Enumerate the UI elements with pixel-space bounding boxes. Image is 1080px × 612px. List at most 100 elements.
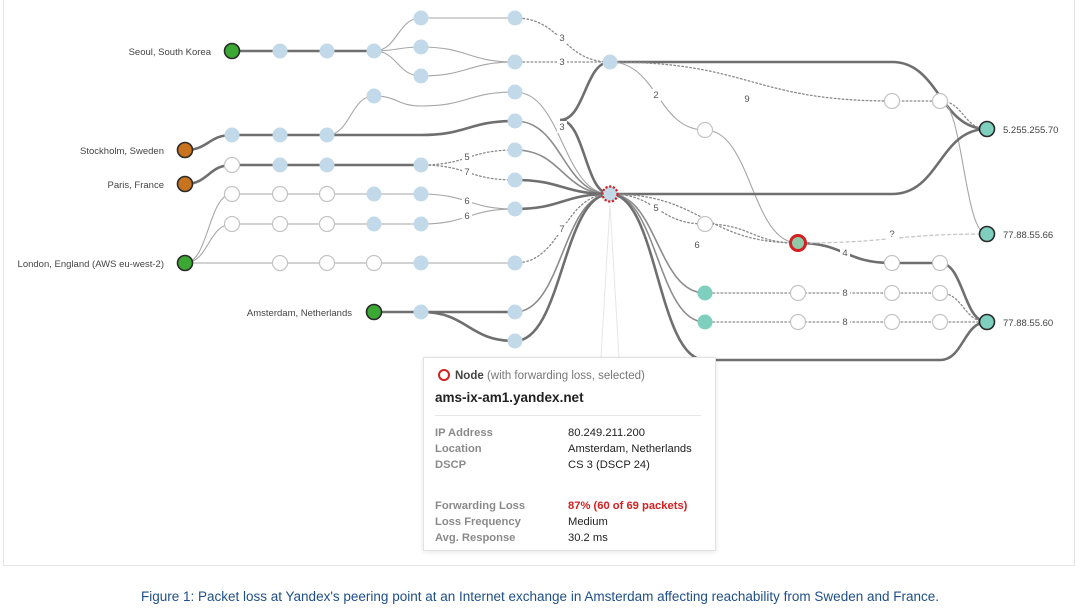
forwarding-loss-value: 87% (60 of 69 packets) xyxy=(568,500,688,512)
path-visualization: Seoul, South Korea Stockholm, Sweden Paris… xyxy=(18,10,1058,362)
path-edge xyxy=(514,120,611,195)
source-agent-node[interactable] xyxy=(176,141,194,159)
source-agent-node[interactable] xyxy=(365,303,383,321)
hop-node[interactable] xyxy=(931,254,949,272)
path-edge xyxy=(609,193,799,244)
metric-key: Avg. Response xyxy=(435,532,516,544)
selected-loss-node[interactable] xyxy=(601,185,619,203)
hop-node[interactable] xyxy=(318,215,336,233)
hop-count-bg xyxy=(462,151,472,163)
hop-node[interactable] xyxy=(883,92,901,110)
hop-node[interactable] xyxy=(272,43,288,59)
metric-row: Loss Frequency Medium xyxy=(435,516,705,532)
hop-node[interactable] xyxy=(789,313,807,331)
loss-node[interactable] xyxy=(789,234,807,252)
hop-node[interactable] xyxy=(318,254,336,272)
hop-node[interactable] xyxy=(413,186,429,202)
destination-label: 77.88.55.60 xyxy=(1003,318,1053,329)
hop-node[interactable] xyxy=(365,254,383,272)
hop-node[interactable] xyxy=(883,284,901,302)
hop-node[interactable] xyxy=(602,54,618,70)
destination-node[interactable] xyxy=(978,313,996,331)
hop-node[interactable] xyxy=(318,185,336,203)
hop-node[interactable] xyxy=(223,185,241,203)
hop-node[interactable] xyxy=(319,157,335,173)
hop-node[interactable] xyxy=(507,304,523,320)
hop-node[interactable] xyxy=(223,156,241,174)
hop-node[interactable] xyxy=(271,215,289,233)
hop-node[interactable] xyxy=(224,127,240,143)
hop-node[interactable] xyxy=(413,10,429,26)
destination-node[interactable] xyxy=(978,120,996,138)
hop-node[interactable] xyxy=(507,172,523,188)
metric-row: Avg. Response 30.2 ms xyxy=(435,532,705,548)
hop-count-label: 5 xyxy=(653,203,658,214)
tooltip-legend: Node (with forwarding loss, selected) xyxy=(438,369,645,382)
path-edge xyxy=(939,100,988,235)
hop-node[interactable] xyxy=(507,113,523,129)
destination-node[interactable] xyxy=(978,225,996,243)
hop-count-bg xyxy=(887,228,897,240)
source-agent-node[interactable] xyxy=(223,42,241,60)
hop-node[interactable] xyxy=(223,215,241,233)
hop-node[interactable] xyxy=(413,216,429,232)
detail-row: DSCP CS 3 (DSCP 24) xyxy=(435,459,705,475)
metric-value: 30.2 ms xyxy=(568,532,608,544)
hop-count-label: ? xyxy=(889,229,894,240)
hop-node[interactable] xyxy=(696,215,714,233)
hop-node[interactable] xyxy=(696,121,714,139)
hop-node[interactable] xyxy=(697,314,713,330)
hop-node[interactable] xyxy=(271,185,289,203)
detail-key: Location xyxy=(435,443,482,455)
figure-caption: Figure 1: Packet loss at Yandex's peerin… xyxy=(140,589,940,604)
hop-node[interactable] xyxy=(413,68,429,84)
source-agent-node[interactable] xyxy=(176,175,194,193)
hop-count-label: 2 xyxy=(653,90,658,101)
nodes-layer xyxy=(176,10,996,349)
hop-node[interactable] xyxy=(413,304,429,320)
detail-row: IP Address 80.249.211.200 xyxy=(435,427,705,443)
hop-node[interactable] xyxy=(272,157,288,173)
hop-node[interactable] xyxy=(507,333,523,349)
metric-row: Forwarding Loss 87% (60 of 69 packets) xyxy=(435,500,705,516)
hop-count-bg xyxy=(557,56,567,68)
hop-node[interactable] xyxy=(931,284,949,302)
hop-node[interactable] xyxy=(413,157,429,173)
node-detail-tooltip: Node (with forwarding loss, selected) am… xyxy=(423,357,716,551)
hop-node[interactable] xyxy=(413,39,429,55)
hop-node[interactable] xyxy=(931,313,949,331)
hop-node[interactable] xyxy=(697,285,713,301)
hop-node[interactable] xyxy=(272,127,288,143)
hop-node[interactable] xyxy=(366,88,382,104)
path-edge xyxy=(608,60,989,131)
hop-node[interactable] xyxy=(507,10,523,26)
tooltip-hostname: ams-ix-am1.yandex.net xyxy=(435,390,584,405)
hop-node[interactable] xyxy=(366,216,382,232)
source-agent-node[interactable] xyxy=(176,254,194,272)
hop-node[interactable] xyxy=(883,313,901,331)
hop-node[interactable] xyxy=(507,142,523,158)
path-edge xyxy=(325,119,517,137)
source-label: London, England (AWS eu-west-2) xyxy=(18,259,164,270)
hop-node[interactable] xyxy=(507,255,523,271)
hop-node[interactable] xyxy=(366,43,382,59)
hop-node[interactable] xyxy=(319,127,335,143)
hop-count-bg xyxy=(742,93,752,105)
hop-node[interactable] xyxy=(271,254,289,272)
hop-node[interactable] xyxy=(507,201,523,217)
hop-node[interactable] xyxy=(507,84,523,100)
path-edge xyxy=(513,192,612,343)
path-edge xyxy=(326,91,516,136)
hop-node[interactable] xyxy=(883,254,901,272)
hop-count-bg xyxy=(840,247,850,259)
hop-node[interactable] xyxy=(931,92,949,110)
hop-node[interactable] xyxy=(789,284,807,302)
path-edge xyxy=(373,17,516,52)
diagram-frame xyxy=(3,0,1075,566)
hop-node[interactable] xyxy=(366,186,382,202)
hop-node[interactable] xyxy=(413,255,429,271)
tooltip-legend-rest: (with forwarding loss, selected) xyxy=(486,370,645,382)
path-edge xyxy=(608,192,989,362)
hop-node[interactable] xyxy=(319,43,335,59)
hop-node[interactable] xyxy=(507,54,523,70)
